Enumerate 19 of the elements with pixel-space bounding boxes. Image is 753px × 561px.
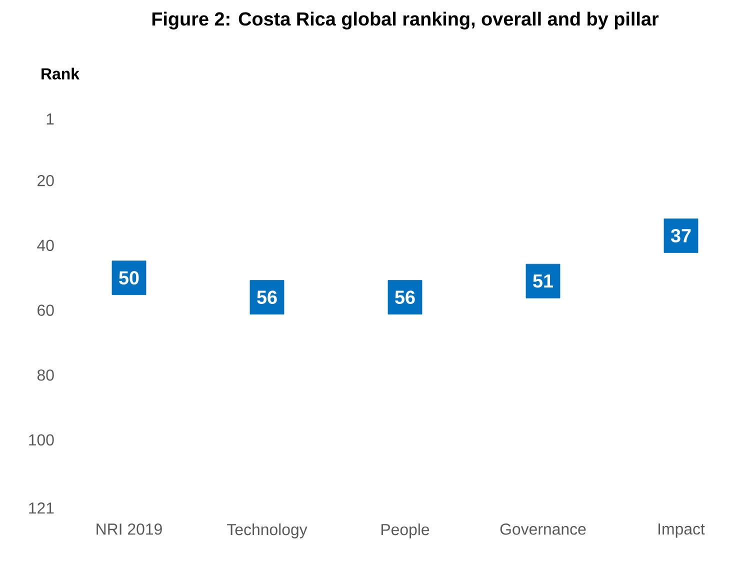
y-tick-label: 100: [29, 434, 54, 446]
x-tick-label: People: [382, 524, 430, 538]
y-tick-label: 1: [46, 114, 54, 124]
chart-title: Figure 2: Costa Rica global ranking, overall and by pillar: [152, 12, 659, 30]
y-tick-label: 40: [37, 240, 54, 252]
y-tick-label: 121: [29, 502, 54, 514]
data-label: 37: [670, 228, 691, 242]
x-tick-label: Technology: [227, 524, 308, 538]
x-tick-label: Impact: [658, 524, 705, 538]
y-axis-title: Rank: [42, 68, 80, 80]
data-label: 56: [395, 290, 415, 304]
x-tick-label: NRI 2019: [96, 524, 162, 535]
y-tick-label: 80: [37, 369, 54, 381]
data-label: 56: [257, 290, 277, 304]
data-label: 50: [119, 271, 139, 285]
y-tick-label: 20: [38, 174, 54, 186]
y-tick-label: 60: [38, 304, 54, 316]
data-label: 51: [533, 274, 553, 288]
x-tick-label: Governance: [500, 524, 586, 535]
